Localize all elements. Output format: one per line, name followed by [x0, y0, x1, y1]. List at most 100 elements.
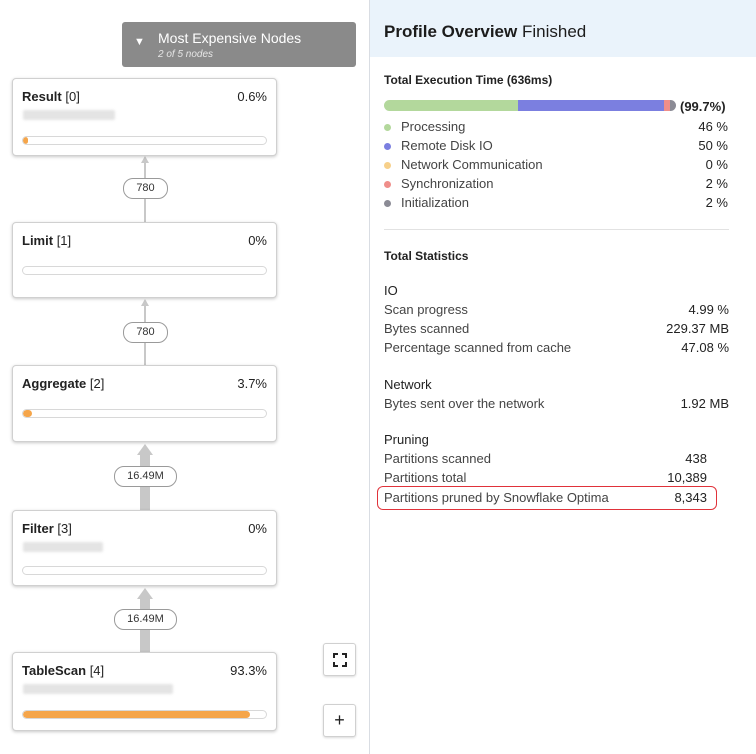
stat-value: 229.37 MB	[666, 321, 729, 336]
stat-row: Bytes sent over the network 1.92 MB	[384, 396, 729, 415]
legend-value: 2 %	[705, 195, 728, 210]
execution-time-bar	[384, 100, 676, 111]
panel-title: Profile Overview Finished	[384, 22, 586, 42]
zoom-in-button[interactable]: +	[323, 704, 356, 737]
legend-value: 2 %	[705, 176, 728, 191]
node-result[interactable]: Result [0] 0.6%	[12, 78, 277, 156]
node-progress-bar	[22, 710, 267, 719]
stat-value: 10,389	[667, 470, 707, 485]
stat-value: 8,343	[674, 490, 707, 505]
execution-segment	[384, 100, 519, 111]
panel-title-bold: Profile Overview	[384, 22, 518, 41]
edge-arrow-icon	[137, 588, 153, 599]
legend-initialization: Initialization 2 %	[384, 194, 728, 213]
stat-label: Partitions total	[384, 470, 467, 485]
legend-dot-icon	[384, 162, 391, 169]
node-percent: 0.6%	[237, 89, 267, 104]
node-percent: 0%	[248, 233, 267, 248]
legend-value: 50 %	[698, 138, 728, 153]
profile-overview-header: Profile Overview Finished	[370, 0, 756, 57]
node-tablescan[interactable]: TableScan [4] 93.3%	[12, 652, 277, 731]
node-percent: 3.7%	[237, 376, 267, 391]
stats-group-network: Network	[384, 377, 432, 392]
legend-label: Processing	[401, 119, 466, 134]
total-statistics-title: Total Statistics	[384, 249, 469, 263]
node-filter[interactable]: Filter [3] 0%	[12, 510, 277, 586]
section-divider	[384, 229, 729, 230]
query-status: Finished	[521, 22, 587, 41]
stat-value: 47.08 %	[681, 340, 729, 355]
plus-icon: +	[334, 710, 345, 730]
stat-row: Scan progress 4.99 %	[384, 302, 729, 321]
node-name: Result	[22, 89, 62, 104]
node-percent: 93.3%	[230, 663, 267, 678]
execution-time-title: Total Execution Time (636ms)	[384, 73, 553, 87]
legend-label: Initialization	[401, 195, 469, 210]
legend-dot-icon	[384, 124, 391, 131]
legend-synchronization: Synchronization 2 %	[384, 175, 728, 194]
node-name: Filter	[22, 521, 54, 536]
node-progress-bar	[22, 566, 267, 575]
stat-label: Scan progress	[384, 302, 468, 317]
highlight-annotation	[377, 486, 717, 510]
stat-row: Percentage scanned from cache 47.08 %	[384, 340, 729, 359]
execution-segment	[664, 100, 671, 111]
stat-label: Bytes sent over the network	[384, 396, 545, 411]
profile-overview-panel: Profile Overview Finished Total Executio…	[369, 0, 756, 754]
node-percent: 0%	[248, 521, 267, 536]
stats-group-pruning: Pruning	[384, 432, 429, 447]
legend-label: Synchronization	[401, 176, 494, 191]
edge-row-count[interactable]: 16.49M	[114, 466, 177, 487]
legend-value: 0 %	[705, 157, 728, 172]
stat-label: Partitions pruned by Snowflake Optima	[384, 490, 609, 505]
edge-arrow-icon	[141, 156, 149, 163]
execution-segment	[670, 100, 676, 111]
node-index: [2]	[89, 376, 105, 391]
blurred-detail	[23, 542, 103, 552]
edge-row-count[interactable]: 780	[123, 178, 168, 199]
most-expensive-nodes-title: Most Expensive Nodes	[158, 30, 302, 46]
node-index: [0]	[65, 89, 80, 104]
edge-row-count[interactable]: 780	[123, 322, 168, 343]
stats-group-io: IO	[384, 283, 398, 298]
node-progress-bar	[22, 266, 267, 275]
stat-value: 1.92 MB	[680, 396, 729, 411]
node-name: Limit	[22, 233, 54, 248]
node-limit[interactable]: Limit [1] 0%	[12, 222, 277, 298]
most-expensive-nodes-count: 2 of 5 nodes	[158, 49, 214, 60]
node-progress-fill	[23, 137, 29, 144]
fit-to-screen-button[interactable]	[323, 643, 356, 676]
node-name: Aggregate	[22, 376, 87, 391]
stat-row: Partitions scanned 438	[384, 451, 729, 470]
legend-label: Network Communication	[401, 157, 543, 172]
fit-screen-icon	[332, 653, 347, 667]
execution-segment	[518, 100, 665, 111]
caret-down-icon: ▼	[134, 36, 145, 48]
stat-row: Partitions total 10,389	[384, 470, 729, 489]
execution-total-percent: (99.7%)	[680, 99, 726, 114]
stat-label: Percentage scanned from cache	[384, 340, 572, 355]
operator-graph[interactable]: ▼ Most Expensive Nodes 2 of 5 nodes 780 …	[0, 0, 369, 754]
stat-label: Bytes scanned	[384, 321, 470, 336]
stat-row: Bytes scanned 229.37 MB	[384, 321, 729, 340]
node-name: TableScan	[22, 663, 87, 678]
node-index: [3]	[57, 521, 72, 536]
edge-row-count[interactable]: 16.49M	[114, 609, 177, 630]
edge-arrow-icon	[137, 444, 153, 455]
node-index: [4]	[89, 663, 105, 678]
legend-processing: Processing 46 %	[384, 118, 728, 137]
node-progress-fill	[23, 410, 32, 417]
most-expensive-nodes-dropdown[interactable]: ▼ Most Expensive Nodes 2 of 5 nodes	[122, 22, 356, 67]
node-aggregate[interactable]: Aggregate [2] 3.7%	[12, 365, 277, 442]
blurred-detail	[23, 684, 173, 694]
stat-value: 4.99 %	[688, 302, 729, 317]
legend-value: 46 %	[698, 119, 728, 134]
node-progress-bar	[22, 409, 267, 418]
legend-network-communication: Network Communication 0 %	[384, 156, 728, 175]
blurred-detail	[23, 110, 115, 120]
edge-arrow-icon	[141, 299, 149, 306]
stat-label: Partitions scanned	[384, 451, 491, 466]
node-index: [1]	[56, 233, 72, 248]
legend-label: Remote Disk IO	[401, 138, 493, 153]
